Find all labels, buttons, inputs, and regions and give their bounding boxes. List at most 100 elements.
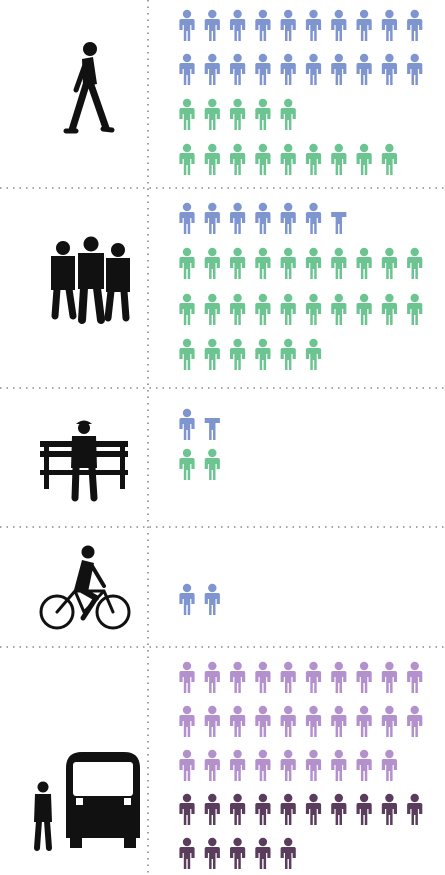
person-mark bbox=[280, 338, 296, 370]
pictogram-marks bbox=[179, 9, 423, 869]
person-mark bbox=[179, 408, 195, 440]
person-mark bbox=[204, 247, 220, 279]
person-mark bbox=[407, 793, 423, 825]
person-mark bbox=[230, 837, 246, 869]
person-mark bbox=[255, 793, 271, 825]
person-mark bbox=[356, 705, 372, 737]
row-group-of-people bbox=[179, 202, 423, 370]
person-mark bbox=[230, 293, 246, 325]
row-walking-person bbox=[179, 9, 423, 175]
person-mark bbox=[179, 247, 195, 279]
person-mark bbox=[331, 705, 347, 737]
person-mark bbox=[179, 793, 195, 825]
person-mark bbox=[255, 143, 271, 175]
row-bus-and-passenger bbox=[179, 661, 423, 869]
person-mark bbox=[331, 293, 347, 325]
person-mark bbox=[230, 98, 246, 130]
person-mark bbox=[179, 53, 195, 85]
person-mark bbox=[280, 202, 296, 234]
person-mark bbox=[204, 9, 220, 41]
person-mark bbox=[305, 53, 322, 85]
person-mark bbox=[305, 793, 322, 825]
person-mark-partial bbox=[204, 418, 220, 440]
person-mark bbox=[204, 293, 220, 325]
person-mark bbox=[356, 247, 372, 279]
person-mark bbox=[255, 9, 271, 41]
person-mark bbox=[280, 293, 296, 325]
row-cyclist bbox=[179, 583, 220, 615]
person-mark bbox=[331, 749, 347, 781]
person-mark bbox=[204, 202, 220, 234]
person-mark bbox=[179, 448, 195, 480]
person-mark bbox=[179, 293, 195, 325]
walking-person-icon bbox=[63, 42, 115, 134]
person-mark bbox=[305, 661, 322, 693]
person-mark bbox=[230, 202, 246, 234]
person-mark bbox=[280, 661, 296, 693]
bus-and-passenger-icon bbox=[34, 752, 140, 851]
person-mark bbox=[305, 247, 322, 279]
person-mark bbox=[280, 98, 296, 130]
person-mark bbox=[230, 705, 246, 737]
person-mark bbox=[381, 143, 397, 175]
person-mark bbox=[204, 583, 220, 615]
person-mark bbox=[204, 837, 220, 869]
person-mark bbox=[331, 143, 347, 175]
person-mark bbox=[331, 661, 347, 693]
person-mark bbox=[331, 9, 347, 41]
person-mark bbox=[407, 9, 423, 41]
person-mark bbox=[255, 53, 271, 85]
person-mark bbox=[356, 749, 372, 781]
person-mark bbox=[407, 293, 423, 325]
person-mark bbox=[179, 837, 195, 869]
person-mark bbox=[230, 9, 246, 41]
person-mark bbox=[255, 837, 271, 869]
person-mark bbox=[255, 661, 271, 693]
person-mark bbox=[305, 749, 322, 781]
person-mark bbox=[179, 705, 195, 737]
person-mark bbox=[381, 293, 397, 325]
person-mark bbox=[255, 338, 271, 370]
row-person-on-bench bbox=[179, 408, 220, 480]
person-mark bbox=[230, 793, 246, 825]
person-mark bbox=[255, 749, 271, 781]
person-mark bbox=[230, 661, 246, 693]
person-mark bbox=[305, 338, 322, 370]
person-mark bbox=[381, 53, 397, 85]
person-mark bbox=[230, 338, 246, 370]
person-mark bbox=[255, 202, 271, 234]
person-mark bbox=[179, 9, 195, 41]
group-of-people-icon bbox=[51, 236, 130, 324]
person-mark bbox=[204, 338, 220, 370]
person-mark bbox=[356, 793, 372, 825]
person-mark bbox=[381, 247, 397, 279]
person-on-bench-icon bbox=[40, 420, 128, 502]
person-mark bbox=[280, 705, 296, 737]
person-mark bbox=[230, 749, 246, 781]
person-mark bbox=[255, 705, 271, 737]
person-mark bbox=[255, 247, 271, 279]
person-mark bbox=[407, 705, 423, 737]
person-mark bbox=[280, 53, 296, 85]
person-mark bbox=[305, 9, 322, 41]
person-mark bbox=[204, 448, 220, 480]
person-mark bbox=[356, 9, 372, 41]
person-mark-partial bbox=[331, 212, 347, 234]
person-mark bbox=[204, 53, 220, 85]
person-mark bbox=[230, 247, 246, 279]
person-mark bbox=[204, 749, 220, 781]
person-mark bbox=[356, 53, 372, 85]
person-mark bbox=[407, 247, 423, 279]
person-mark bbox=[230, 143, 246, 175]
person-mark bbox=[179, 661, 195, 693]
person-mark bbox=[356, 293, 372, 325]
person-mark bbox=[179, 98, 195, 130]
person-mark bbox=[407, 661, 423, 693]
person-mark bbox=[381, 661, 397, 693]
person-mark bbox=[204, 793, 220, 825]
person-mark bbox=[204, 143, 220, 175]
person-mark bbox=[204, 705, 220, 737]
person-mark bbox=[305, 143, 322, 175]
